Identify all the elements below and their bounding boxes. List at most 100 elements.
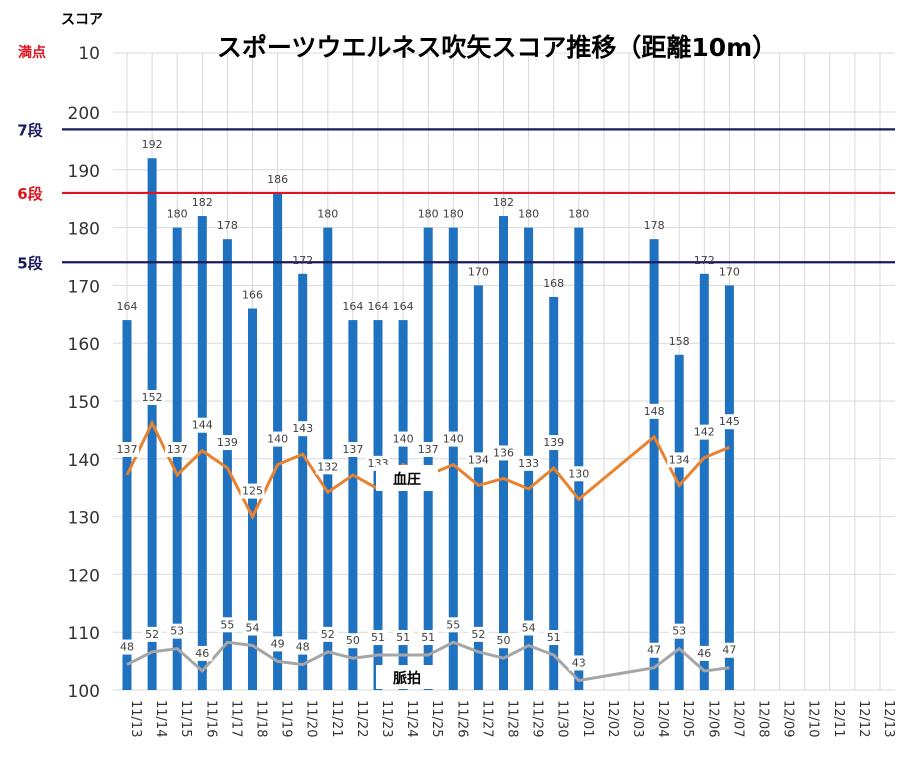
pulse-label-bg: [142, 626, 163, 642]
score-bar: [222, 239, 232, 690]
bp-label-bg: [441, 431, 466, 447]
score-bar: [172, 227, 182, 690]
score-bar: [248, 308, 257, 690]
pulse-label: 46: [697, 647, 711, 660]
x-tick-label: 11/17: [228, 700, 243, 737]
y-tick-label: 190: [68, 162, 100, 182]
score-bar: [448, 227, 458, 690]
pulse-label-bg: [368, 630, 388, 646]
bp-label: 136: [493, 446, 514, 459]
score-label: 168: [543, 277, 564, 290]
score-label: 164: [393, 300, 414, 313]
bp-label: 130: [568, 467, 589, 480]
x-tick-label: 12/02: [605, 700, 620, 737]
x-tick-label: 11/15: [178, 700, 193, 737]
score-bar: [323, 227, 333, 690]
y-tick-label: 130: [68, 509, 100, 529]
pulse-label: 54: [522, 621, 536, 634]
pulse-label-bg: [719, 642, 740, 658]
bp-label-bg: [692, 424, 717, 440]
score-bar: [699, 273, 709, 690]
pulse-label: 47: [722, 644, 736, 657]
score-label: 170: [719, 265, 740, 278]
score-bar: [574, 227, 584, 690]
score-label: 178: [217, 219, 238, 232]
x-tick-label: 12/07: [730, 700, 745, 737]
x-tick-label: 11/23: [379, 700, 394, 737]
y-tick-label: 160: [68, 335, 100, 355]
pulse-label: 50: [346, 634, 360, 647]
y-tick-label: 140: [68, 451, 100, 471]
bp-label-bg: [165, 441, 190, 457]
pulse-label-bg: [192, 645, 213, 661]
max-score-label: 満点: [18, 44, 46, 61]
pulse-label: 52: [145, 628, 159, 641]
dan-label: 5段: [17, 254, 42, 272]
x-tick-label: 11/22: [354, 700, 369, 737]
score-label: 182: [493, 196, 514, 209]
x-tick-label: 12/12: [856, 700, 871, 737]
pulse-label-bg: [543, 630, 564, 646]
pulse-label: 50: [497, 634, 511, 647]
score-label: 166: [242, 289, 263, 302]
score-label: 164: [117, 300, 138, 313]
pulse-label-bg: [267, 636, 288, 652]
x-tick-label: 12/01: [580, 700, 595, 737]
bp-label-bg: [315, 459, 340, 475]
score-label: 172: [694, 254, 715, 267]
pulse-series-label: 脈拍: [393, 670, 421, 687]
dan-label: 6段: [17, 185, 42, 203]
y-tick-label: 200: [68, 104, 100, 124]
bp-label-bg: [667, 452, 692, 468]
pulse-label: 52: [321, 628, 335, 641]
bp-label: 139: [543, 436, 564, 449]
score-label: 192: [142, 138, 163, 151]
score-label: 178: [644, 219, 665, 232]
x-tick-label: 11/26: [454, 700, 469, 737]
pulse-label-bg: [418, 630, 439, 646]
pulse-label-bg: [317, 626, 338, 642]
bp-label: 145: [719, 415, 740, 428]
pulse-label-bg: [443, 617, 464, 633]
pulse-label-bg: [644, 642, 665, 658]
score-label: 180: [418, 208, 439, 221]
score-bar: [724, 285, 734, 690]
blood-pressure-line: [125, 419, 730, 520]
pulse-label-bg: [669, 623, 690, 639]
x-tick-label: 11/27: [479, 700, 494, 737]
bp-label-bg: [491, 445, 516, 461]
y-tick-label: 120: [68, 566, 100, 586]
score-label: 180: [167, 208, 188, 221]
x-tick-label: 11/25: [429, 700, 444, 737]
score-label: 164: [368, 300, 389, 313]
bp-label-bg: [717, 414, 742, 430]
score-bar: [423, 227, 433, 690]
pulse-label-bg: [694, 645, 715, 661]
bp-label: 137: [117, 443, 138, 456]
x-tick-label: 12/06: [705, 700, 720, 737]
x-tick-label: 12/04: [655, 700, 670, 737]
pulse-label: 53: [672, 625, 686, 638]
pulse-label: 48: [296, 641, 310, 654]
bp-label: 140: [393, 433, 414, 446]
pulse-label-bg: [468, 626, 489, 642]
pulse-label: 48: [120, 641, 134, 654]
x-tick-label: 11/30: [555, 700, 570, 737]
pulse-label: 55: [446, 618, 460, 631]
pulse-label: 43: [572, 656, 586, 669]
bp-label-bg: [642, 403, 667, 419]
bp-label-bg: [340, 441, 365, 457]
bp-label: 132: [317, 460, 338, 473]
score-bar: [197, 216, 207, 691]
bp-label: 133: [518, 457, 539, 470]
pulse-label: 51: [371, 631, 385, 644]
pulse-label: 46: [195, 647, 209, 660]
pulse-label: 49: [271, 637, 285, 650]
pulse-label-bg: [117, 639, 137, 655]
score-label: 180: [317, 208, 338, 221]
y-tick-label: 110: [68, 624, 100, 644]
x-tick-label: 11/19: [279, 700, 294, 737]
y-tick-label: 100: [68, 682, 100, 702]
x-tick-label: 11/14: [153, 700, 168, 737]
bp-label: 140: [267, 433, 288, 446]
